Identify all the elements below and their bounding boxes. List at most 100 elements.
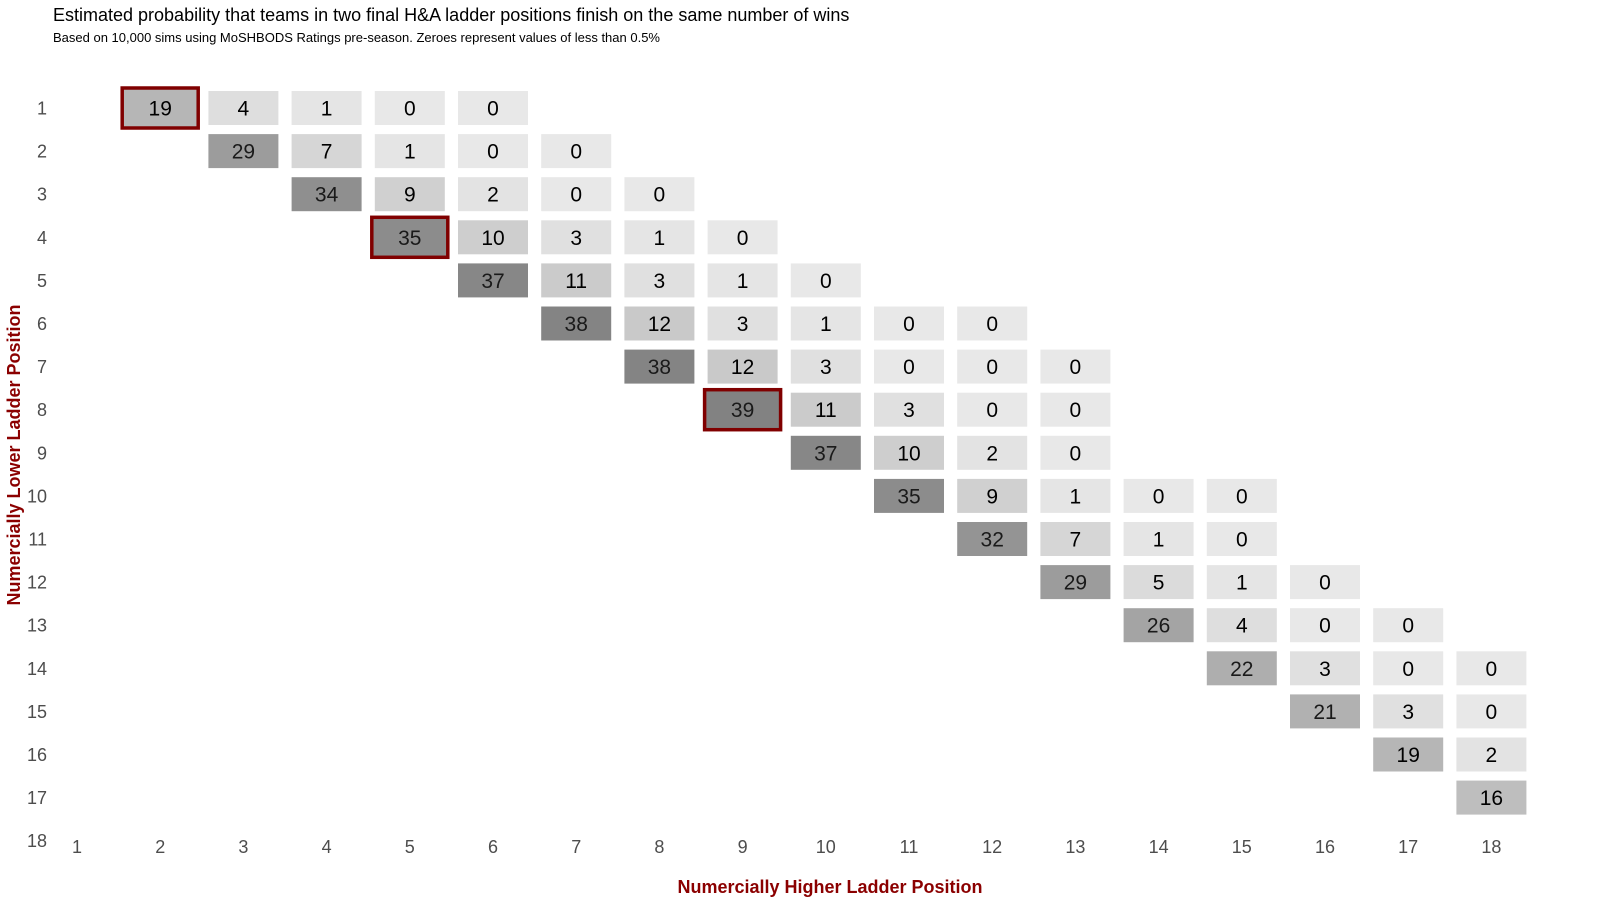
heatmap-cell-15-18: 0: [1456, 694, 1527, 729]
x-tick-label-16: 16: [1315, 837, 1335, 857]
x-tick-label-13: 13: [1065, 837, 1085, 857]
cells-layer: 19 4 1 0 029 7 1 0 034 9 2 0 035 10 3 1 037 11 3 1 038 12 3 1 0 0…: [120, 86, 1527, 815]
heatmap-cell-3-6: 2: [458, 177, 528, 212]
heatmap-cell-label: 34: [315, 184, 339, 207]
heatmap-cell-rect: [1040, 522, 1111, 556]
heatmap-cell-label: 1: [1153, 529, 1165, 552]
y-tick-label-5: 5: [37, 271, 47, 291]
heatmap-cell-10-14: 0: [1123, 478, 1194, 513]
heatmap-cell-15-17: 3: [1373, 694, 1444, 729]
heatmap-cell-rect: [541, 177, 612, 212]
heatmap-cell-rect: [291, 177, 362, 212]
heatmap-cell-rect: [291, 134, 362, 169]
heatmap-cell-rect: [874, 392, 944, 427]
y-tick-label-10: 10: [27, 486, 47, 506]
heatmap-cell-12-13: 29: [1040, 565, 1111, 600]
heatmap-cell-rect: [790, 306, 861, 341]
heatmap-cell-label: 0: [903, 313, 915, 336]
heatmap-cell-rect: [1040, 392, 1111, 427]
heatmap-cell-label: 3: [903, 399, 915, 422]
heatmap-cell-6-8: 12: [624, 306, 695, 341]
heatmap-cell-1-5: 0: [374, 91, 445, 125]
heatmap-cell-rect: [370, 215, 450, 260]
heatmap-cell-rect: [120, 86, 200, 130]
heatmap-cell-rect: [1040, 435, 1111, 470]
heatmap-cell-label: 10: [481, 227, 504, 250]
heatmap-cell-label: 2: [487, 184, 499, 207]
heatmap-cell-1-6: 0: [458, 91, 528, 125]
heatmap-cell-6-9: 3: [707, 306, 778, 341]
heatmap-cell-rect: [957, 522, 1028, 556]
heatmap-cell-label: 39: [731, 399, 754, 422]
heatmap-cell-rect: [208, 91, 279, 125]
heatmap-cell-label: 0: [1402, 658, 1414, 681]
heatmap-cell-rect: [1123, 478, 1194, 513]
heatmap-cell-8-12: 0: [957, 392, 1028, 427]
heatmap-cell-2-6: 0: [458, 134, 528, 169]
x-tick-label-10: 10: [816, 837, 836, 857]
chart-title: Estimated probability that teams in two …: [53, 5, 850, 25]
heatmap-cell-4-7: 3: [541, 220, 612, 255]
heatmap-cell-label: 9: [404, 184, 416, 207]
heatmap-cell-label: 0: [1070, 356, 1082, 379]
heatmap-cell-13-14: 26: [1123, 608, 1194, 643]
heatmap-cell-3-7: 0: [541, 177, 612, 212]
heatmap-cell-12-16: 0: [1290, 565, 1360, 600]
heatmap-cell-rect: [1206, 651, 1277, 686]
heatmap-cell-label: 1: [321, 98, 333, 121]
heatmap-cell-rect: [707, 349, 778, 384]
heatmap-cell-rect: [1206, 522, 1277, 556]
heatmap-cell-label: 0: [1070, 442, 1082, 465]
heatmap-cell-label: 0: [986, 313, 998, 336]
heatmap-cell-rect: [1040, 349, 1111, 384]
y-tick-label-6: 6: [37, 314, 47, 334]
heatmap-cell-label: 1: [404, 141, 416, 164]
heatmap-cell-6-12: 0: [957, 306, 1028, 341]
heatmap-cell-rect: [1123, 565, 1194, 600]
y-tick-label-11: 11: [28, 530, 47, 550]
y-tick-label-8: 8: [37, 400, 47, 420]
heatmap-cell-rect: [707, 220, 778, 255]
x-tick-label-9: 9: [738, 837, 748, 857]
heatmap-cell-10-15: 0: [1206, 478, 1277, 513]
heatmap-cell-label: 29: [1064, 572, 1087, 595]
heatmap-cell-label: 0: [1236, 529, 1248, 552]
y-tick-label-16: 16: [27, 745, 47, 765]
heatmap-cell-12-14: 5: [1123, 565, 1194, 600]
heatmap-cell-label: 2: [986, 442, 998, 465]
heatmap-cell-6-10: 1: [790, 306, 861, 341]
heatmap-cell-label: 38: [565, 313, 588, 336]
heatmap-cell-label: 7: [321, 141, 333, 164]
heatmap-cell-label: 19: [149, 98, 172, 121]
heatmap-cell-label: 35: [398, 227, 421, 250]
heatmap-cell-rect: [1040, 565, 1111, 600]
heatmap-cell-label: 37: [814, 442, 837, 465]
x-axis-ticks: 1 2 3 4 5 6 7 8 9 10 11 12 13 14 15 16 17 18: [72, 837, 1501, 857]
heatmap-cell-5-6: 37: [458, 263, 528, 298]
heatmap-cell-label: 9: [986, 485, 998, 508]
heatmap-cell-5-9: 1: [707, 263, 778, 298]
heatmap-cell-11-13: 7: [1040, 522, 1111, 556]
heatmap-cell-rect: [790, 349, 861, 384]
heatmap-cell-rect: [1123, 608, 1194, 643]
heatmap-cell-17-18: 16: [1456, 780, 1527, 815]
heatmap-cell-label: 0: [1070, 399, 1082, 422]
heatmap-cell-5-7: 11: [541, 263, 612, 298]
heatmap-cell-14-18: 0: [1456, 651, 1527, 686]
heatmap-cell-label: 4: [238, 98, 250, 121]
heatmap-cell-rect: [541, 134, 612, 169]
heatmap-cell-rect: [1373, 694, 1444, 729]
heatmap-cell-rect: [458, 91, 528, 125]
x-tick-label-1: 1: [72, 837, 82, 857]
x-tick-label-6: 6: [488, 837, 498, 857]
heatmap-cell-label: 2: [1486, 744, 1498, 767]
y-tick-label-18: 18: [27, 831, 47, 851]
heatmap-cell-label: 35: [897, 485, 920, 508]
heatmap-cell-9-10: 37: [790, 435, 861, 470]
heatmap-cell-label: 16: [1480, 787, 1503, 810]
heatmap-cell-16-17: 19: [1373, 737, 1444, 772]
heatmap-cell-label: 38: [648, 356, 671, 379]
heatmap-cell-label: 0: [986, 399, 998, 422]
heatmap-cell-rect: [1290, 565, 1360, 600]
heatmap-cell-label: 3: [820, 356, 832, 379]
